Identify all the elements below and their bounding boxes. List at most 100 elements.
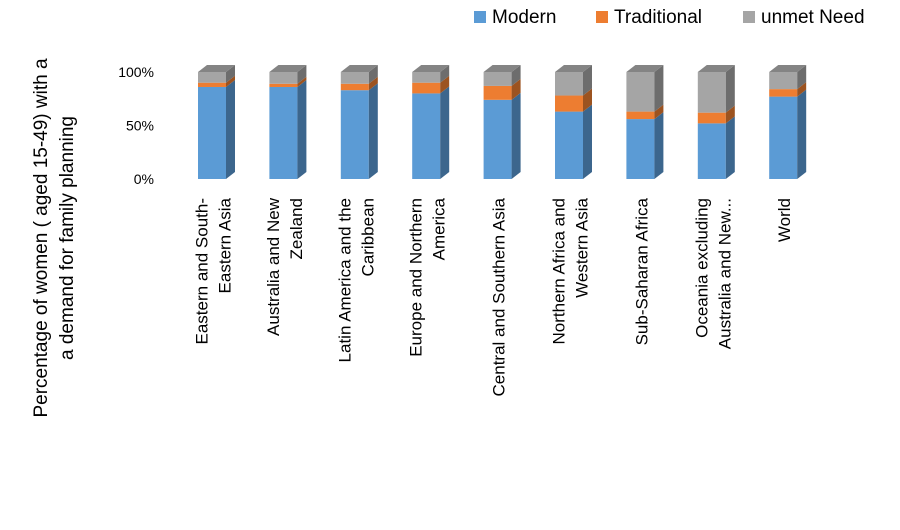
x-tick-label: Europe and Northern America [407, 197, 449, 356]
bar-segment-traditional [483, 85, 512, 100]
bar-segment-traditional [412, 82, 441, 94]
legend-item-unmet-need: unmet Need [743, 7, 865, 28]
bar-side-traditional [368, 76, 378, 91]
x-tick-label-line: Northern Africa and [550, 198, 569, 344]
bar-segment-traditional [340, 83, 369, 91]
bar-side-traditional [654, 104, 664, 120]
x-tick-label-line: World [775, 198, 794, 242]
x-tick-label-line: Central and Southern Asia [490, 197, 509, 396]
legend-label: unmet Need [761, 7, 865, 28]
bar-side-modern [583, 104, 592, 179]
y-axis-title-line: a demand for family planning [57, 116, 78, 360]
legend-item-traditional: Traditional [596, 7, 702, 28]
x-tick-label-line: Oceania excluding [692, 198, 711, 338]
bar-side-modern [297, 79, 307, 179]
bar-side-unmet-need [583, 65, 592, 96]
x-tick-label-line: America [430, 197, 449, 260]
bar-side-traditional [511, 78, 521, 100]
x-tick-label: Latin America and the Caribbean [335, 198, 377, 362]
x-tick-label-line: Europe and Northern [407, 198, 426, 357]
bar-side-modern [511, 92, 521, 179]
bar-stack-6 [555, 65, 592, 179]
bar-top-unmet-need [340, 65, 378, 72]
bar-segment-unmet-need [697, 72, 726, 113]
x-tick-label-line: Western Asia [573, 197, 592, 297]
bar-segment-unmet-need [198, 72, 226, 83]
bar-side-modern [226, 79, 235, 179]
bar-segment-unmet-need [555, 72, 583, 96]
legend-swatch [743, 11, 755, 23]
bar-top-unmet-need [412, 65, 450, 72]
x-tick-label-line: Eastern Asia [216, 197, 235, 293]
bar-segment-traditional [198, 82, 226, 87]
x-tick-label: Eastern and South- Eastern Asia [193, 197, 235, 344]
bar-side-modern [440, 86, 450, 179]
x-tick-label: Northern Africa and Western Asia [550, 197, 592, 344]
bar-segment-traditional [269, 83, 298, 87]
bar-segment-unmet-need [769, 72, 798, 90]
bar-stack-2 [269, 65, 307, 179]
bar-side-unmet-need [654, 65, 664, 112]
y-tick-label: 100% [118, 64, 154, 80]
bar-side-unmet-need [797, 65, 807, 90]
bar-top-unmet-need [555, 65, 592, 72]
bar-stack-4 [412, 65, 450, 179]
bar-top-unmet-need [198, 65, 235, 72]
x-axis-labels: Eastern and South- Eastern Asia Australia … [193, 197, 795, 396]
y-axis-title: Percentage of women ( aged 15-49) with a… [31, 58, 78, 418]
x-tick-label: World [775, 198, 794, 242]
bar-side-modern [797, 89, 807, 179]
bar-side-unmet-need [511, 65, 521, 86]
bars-layer [198, 65, 807, 179]
bar-top-unmet-need [269, 65, 307, 72]
bar-segment-modern [697, 123, 726, 179]
x-tick-label: Central and Southern Asia [490, 197, 509, 396]
bar-segment-modern [626, 119, 655, 179]
x-tick-label: Australia and New Zealand [264, 197, 306, 336]
bar-top-unmet-need [769, 65, 807, 72]
bar-segment-unmet-need [626, 72, 655, 112]
bar-segment-unmet-need [483, 72, 512, 86]
x-tick-label-line: Caribbean [358, 198, 377, 276]
x-tick-label-line: Latin America and the [335, 198, 354, 362]
x-tick-label-line: Zealand [287, 198, 306, 259]
bar-segment-modern [769, 96, 798, 179]
bar-segment-modern [483, 99, 512, 179]
legend-swatch [474, 11, 486, 23]
x-tick-label-line: Eastern and South- [193, 198, 212, 344]
bar-stack-3 [340, 65, 378, 179]
bar-side-traditional [226, 75, 235, 87]
bar-side-traditional [583, 88, 592, 112]
bar-top-unmet-need [697, 65, 735, 72]
x-tick-label-line: Australia and New... [715, 198, 734, 349]
bar-stack-1 [198, 65, 235, 179]
bar-segment-modern [555, 111, 583, 179]
y-tick-label: 0% [134, 171, 154, 187]
bar-segment-modern [340, 90, 369, 179]
bar-stack-7 [626, 65, 664, 179]
bar-stack-5 [483, 65, 521, 179]
y-tick-label: 50% [126, 118, 154, 134]
y-axis-title-line: Percentage of women ( aged 15-49) with a [31, 58, 52, 418]
bar-side-modern [368, 83, 378, 179]
bar-segment-modern [198, 86, 226, 179]
bar-side-modern [654, 112, 664, 179]
x-tick-label: Oceania excluding Australia and New... [692, 198, 734, 349]
x-tick-label: Sub-Saharan Africa [632, 197, 651, 345]
bar-segment-traditional [697, 112, 726, 124]
bar-side-traditional [297, 76, 307, 87]
x-tick-label-line: Australia and New [264, 197, 283, 336]
bar-segment-traditional [626, 111, 655, 120]
y-axis: 0% 50% 100% [118, 64, 154, 187]
bar-segment-unmet-need [412, 72, 441, 83]
bar-segment-unmet-need [340, 72, 369, 84]
legend-label: Modern [492, 7, 556, 28]
bar-segment-traditional [769, 89, 798, 97]
legend: Modern Traditional unmet Need [474, 7, 865, 28]
bar-side-unmet-need [226, 65, 235, 83]
legend-item-modern: Modern [474, 7, 556, 28]
bar-side-unmet-need [368, 65, 378, 84]
bar-top-unmet-need [626, 65, 664, 72]
